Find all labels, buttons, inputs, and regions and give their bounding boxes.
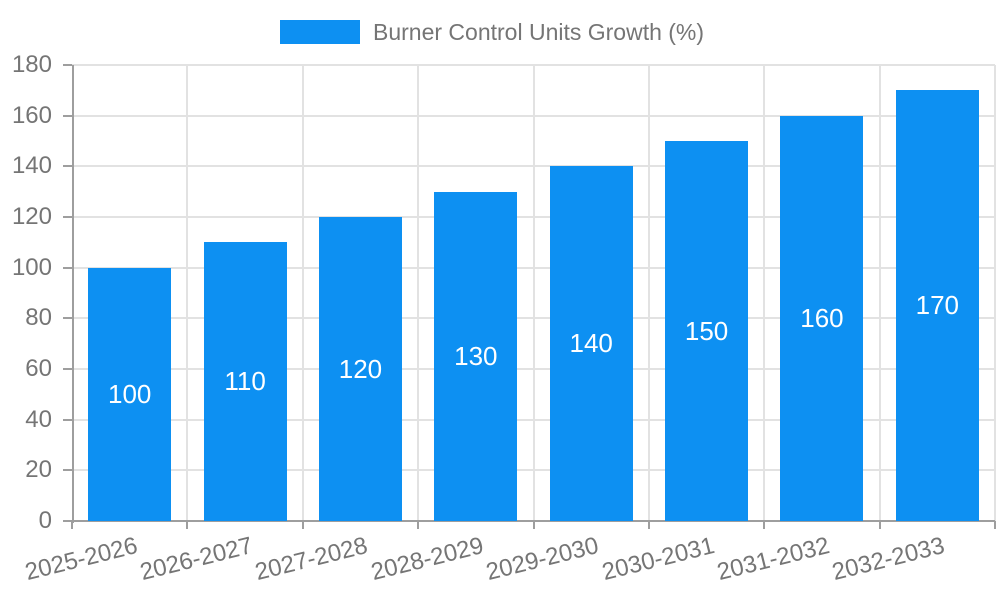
bar-value-label: 150 [684, 315, 729, 346]
bar-value-label: 110 [224, 366, 266, 397]
gridline-vertical [417, 65, 420, 521]
y-axis-tick-label: 20 [25, 456, 52, 484]
y-axis-tick [63, 317, 72, 320]
bar-value-label: 160 [800, 302, 844, 333]
gridline-vertical [647, 65, 650, 521]
bar[interactable]: 170 [895, 90, 979, 521]
x-axis-tick [186, 521, 189, 529]
gridline-vertical [878, 65, 881, 521]
bar[interactable]: 150 [665, 141, 749, 521]
legend[interactable]: Burner Control Units Growth (%) [280, 18, 705, 45]
x-axis-line [72, 520, 995, 522]
y-axis-tick-label: 60 [25, 355, 52, 382]
x-axis-tick [647, 521, 650, 529]
bar[interactable]: 130 [434, 191, 518, 521]
y-axis-line [72, 65, 74, 523]
bar[interactable]: 120 [318, 217, 402, 521]
y-axis-tick [63, 216, 72, 218]
y-axis-tick [63, 418, 72, 421]
x-axis-tick [878, 521, 881, 529]
bar-value-label: 140 [569, 328, 613, 359]
legend-swatch [280, 20, 360, 44]
x-axis-tick [71, 521, 73, 529]
y-axis-tick-label: 100 [11, 253, 52, 281]
bar[interactable]: 100 [88, 267, 172, 521]
y-axis-tick-label: 140 [11, 152, 52, 180]
bar-value-label: 120 [338, 353, 383, 384]
y-axis-tick-label: 80 [25, 304, 52, 332]
bar[interactable]: 140 [549, 166, 633, 521]
bar-value-label: 100 [107, 378, 152, 409]
gridline-vertical [994, 65, 996, 521]
gridline-vertical [186, 65, 189, 521]
bar-value-label: 130 [454, 340, 498, 371]
y-axis-tick [63, 165, 72, 168]
y-axis-tick-label: 120 [11, 203, 52, 230]
x-axis-tick [417, 521, 420, 529]
y-axis-tick-label: 40 [25, 405, 52, 433]
y-axis-tick [63, 368, 72, 370]
gridline-vertical [532, 65, 535, 521]
y-axis-tick [63, 469, 72, 472]
y-axis-tick [63, 64, 72, 66]
x-axis-tick [994, 521, 996, 529]
y-axis-tick-label: 160 [11, 101, 52, 129]
bar-value-label: 170 [915, 290, 959, 321]
legend-label: Burner Control Units Growth (%) [373, 18, 705, 45]
bar[interactable]: 110 [203, 242, 287, 521]
bar[interactable]: 160 [780, 115, 864, 521]
gridline-vertical [763, 65, 766, 521]
gridline-vertical [301, 65, 304, 521]
y-axis-tick [63, 266, 72, 269]
y-axis-tick [63, 114, 72, 117]
x-axis-tick [301, 521, 304, 529]
y-axis-tick-label: 180 [11, 51, 52, 78]
y-axis-tick [63, 520, 72, 522]
x-axis-tick [532, 521, 535, 529]
x-axis-tick [763, 521, 766, 529]
y-axis-tick-label: 0 [38, 507, 52, 534]
